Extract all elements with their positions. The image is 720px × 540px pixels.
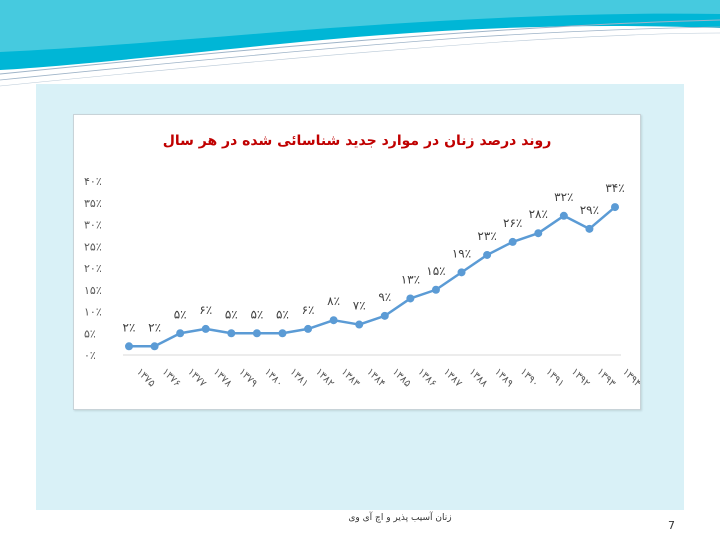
data-point	[252, 329, 261, 338]
data-label: ۳۴٪	[605, 181, 624, 195]
y-tick-label: ۲۵٪	[84, 240, 102, 253]
x-axis: ۱۳۷۵ ۱۳۷۶ ۱۳۷۷ ۱۳۷۸ ۱۳۷۹ ۱۳۸۰ ۱۳۸۱ ۱۳۸۲ ۱۳۸۳ ۱۳۸۴…	[123, 354, 640, 390]
data-point	[201, 324, 210, 333]
data-label: ۵٪	[276, 307, 289, 321]
x-tick-label: ۱۳۹۰	[518, 366, 541, 389]
data-point	[380, 311, 389, 320]
data-point	[585, 224, 594, 233]
data-label: ۲۶٪	[503, 216, 522, 230]
x-tick-label: ۱۳۹۳	[594, 366, 617, 389]
data-point	[611, 203, 619, 212]
data-point	[329, 316, 338, 325]
y-tick-label: ۱۰٪	[84, 306, 102, 319]
data-point	[534, 229, 543, 238]
line-chart: ۰٪۵٪۱۰٪۱۵٪۲۰٪۲۵٪۳۰٪۳۵٪۴۰٪ ۱۳۷۵ ۱۳۷۶ ۱۳۷۷ ۱۳…	[84, 175, 640, 390]
data-point	[304, 324, 313, 333]
x-tick-label: ۱۳۷۵	[134, 366, 157, 389]
data-label: ۸٪	[327, 294, 340, 308]
banner-line-3	[0, 32, 720, 87]
data-label: ۲۹٪	[580, 203, 599, 217]
x-tick-label: ۱۳۷۸	[211, 366, 234, 389]
data-label: ۲۳٪	[477, 229, 496, 243]
x-tick-label: ۱۳۸۵	[390, 366, 413, 389]
series-line	[129, 206, 616, 348]
y-tick-label: ۲۰٪	[84, 262, 102, 275]
data-point	[559, 211, 568, 220]
data-label: ۵٪	[174, 307, 187, 321]
series-women-percent	[125, 203, 619, 351]
x-tick-label: ۱۳۸۴	[364, 366, 387, 389]
x-tick-label: ۱۳۷۷	[185, 366, 208, 389]
data-point	[406, 294, 415, 303]
data-point	[483, 250, 492, 259]
banner-line-1	[0, 19, 720, 75]
x-tick-label: ۱۳۹۲	[569, 366, 592, 389]
footer-text: زنان آسیب پذیر و اچ آی وی	[348, 513, 452, 523]
y-tick-label: ۰٪	[84, 349, 96, 362]
data-point	[355, 320, 364, 329]
data-label: ۲٪	[148, 320, 161, 334]
data-label: ۳۲٪	[554, 190, 573, 204]
y-tick-label: ۵٪	[84, 327, 96, 340]
data-point	[508, 237, 517, 246]
y-tick-label: ۴۰٪	[84, 175, 102, 188]
data-point	[176, 329, 185, 338]
data-label: ۶٪	[302, 303, 315, 317]
data-point	[150, 342, 159, 351]
x-tick-label: ۱۳۸۰	[262, 366, 285, 389]
header-banner	[0, 0, 720, 87]
y-tick-label: ۱۵٪	[84, 284, 102, 297]
data-label: ۹٪	[378, 290, 391, 304]
x-tick-label: ۱۳۹۴	[620, 366, 640, 389]
x-tick-label: ۱۳۹۱	[543, 366, 566, 389]
x-tick-label: ۱۳۷۹	[236, 366, 259, 389]
data-point	[431, 285, 440, 294]
x-tick-label: ۱۳۸۶	[415, 366, 438, 389]
y-axis: ۰٪ ۵٪ ۱۰٪ ۱۵٪ ۲۰٪ ۲۵٪ ۳۰٪ ۳۵٪ ۴۰٪	[84, 175, 102, 362]
data-label: ۵٪	[225, 307, 238, 321]
x-tick-label: ۱۳۸۷	[441, 366, 464, 389]
data-label: ۱۵٪	[426, 264, 445, 278]
banner-line-2	[0, 26, 720, 81]
y-tick-label: ۳۰٪	[84, 219, 102, 232]
data-label: ۷٪	[353, 299, 366, 313]
x-tick-label: ۱۳۸۱	[287, 366, 310, 389]
x-tick-label: ۱۳۸۹	[492, 366, 515, 389]
x-tick-label: ۱۳۸۲	[313, 366, 336, 389]
x-tick-label: ۱۳۷۶	[160, 366, 183, 389]
x-tick-label: ۱۳۸۳	[339, 366, 362, 389]
data-point	[125, 342, 133, 351]
banner-wave-light	[0, 0, 720, 52]
chart-container: ۰٪ ۵٪ ۱۰٪ ۱۵٪ ۲۰٪ ۲۵٪ ۳۰٪ ۳۵٪ ۴۰٪ ۱۳۷۵ ۱۳۷۶ ۱۳۷۷ ۱۳…	[73, 114, 641, 410]
y-tick-label: ۳۵٪	[84, 197, 102, 210]
chart-title: روند درصد زنان در موارد جدید شناسائی شده…	[162, 133, 552, 149]
data-labels: ۲٪ ۲٪ ۵٪ ۶٪ ۵٪ ۵٪ ۵٪ ۶٪ ۸٪ ۷٪ ۹٪ ۱۳٪ ۱۵٪ ۱۹٪ ۲۳٪ ۲۶٪ ۲۸٪…	[123, 181, 625, 334]
data-point	[278, 329, 287, 338]
data-label: ۲٪	[123, 320, 136, 334]
data-label: ۱۳٪	[401, 272, 420, 286]
data-label: ۱۹٪	[452, 246, 471, 260]
data-label: ۶٪	[199, 303, 212, 317]
page-number: 7	[668, 519, 675, 532]
data-label: ۲۸٪	[529, 207, 548, 221]
data-point	[227, 329, 236, 338]
x-tick-label: ۱۳۸۸	[466, 366, 489, 389]
data-label: ۵٪	[250, 307, 263, 321]
data-point	[457, 268, 466, 277]
